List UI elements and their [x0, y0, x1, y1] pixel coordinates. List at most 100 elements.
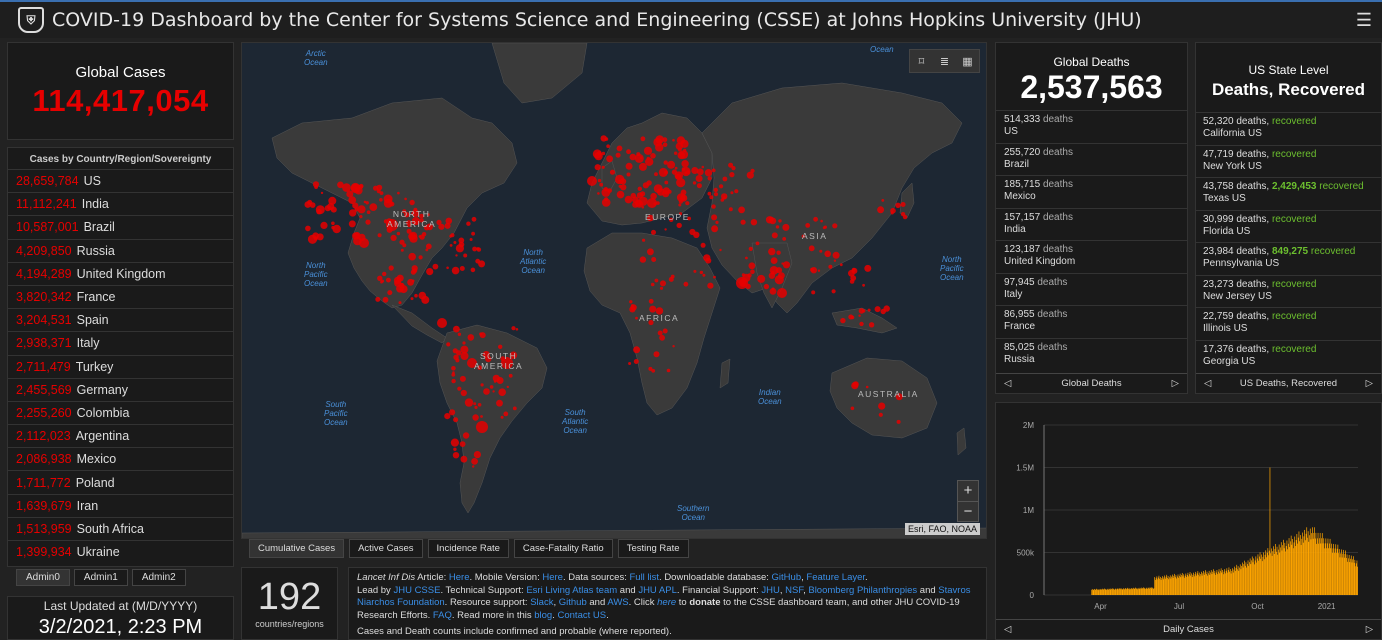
case-marker[interactable]	[689, 228, 696, 236]
case-marker[interactable]	[388, 265, 394, 271]
case-marker[interactable]	[425, 243, 432, 250]
case-marker[interactable]	[511, 326, 516, 331]
case-marker[interactable]	[881, 199, 885, 202]
case-marker[interactable]	[455, 254, 458, 257]
case-marker[interactable]	[386, 277, 391, 283]
list-item[interactable]: 10,587,001 Brazil	[8, 215, 233, 238]
case-marker[interactable]	[408, 252, 416, 261]
case-marker[interactable]	[635, 316, 638, 320]
case-marker[interactable]	[451, 366, 456, 371]
blog-link[interactable]: blog	[534, 609, 553, 621]
case-marker[interactable]	[626, 172, 631, 177]
case-marker[interactable]	[900, 212, 906, 217]
case-marker[interactable]	[707, 176, 712, 181]
case-marker[interactable]	[492, 374, 500, 382]
case-marker[interactable]	[460, 455, 468, 463]
case-marker[interactable]	[750, 269, 755, 275]
case-marker[interactable]	[699, 270, 704, 275]
case-marker[interactable]	[653, 351, 660, 358]
case-marker[interactable]	[451, 378, 456, 384]
case-marker[interactable]	[460, 345, 469, 354]
case-marker[interactable]	[357, 205, 366, 214]
case-marker[interactable]	[444, 413, 451, 420]
case-marker[interactable]	[469, 238, 473, 241]
github-link[interactable]: GitHub	[771, 572, 802, 583]
case-marker[interactable]	[455, 358, 460, 363]
case-marker[interactable]	[728, 162, 734, 168]
case-marker[interactable]	[769, 288, 777, 295]
case-marker[interactable]	[696, 168, 704, 176]
case-marker[interactable]	[410, 297, 414, 301]
case-marker[interactable]	[638, 162, 647, 171]
case-marker[interactable]	[421, 232, 427, 237]
case-marker[interactable]	[883, 305, 890, 312]
case-marker[interactable]	[438, 223, 445, 230]
case-marker[interactable]	[457, 332, 462, 336]
case-marker[interactable]	[453, 447, 457, 451]
case-marker[interactable]	[858, 314, 861, 317]
case-marker[interactable]	[379, 191, 384, 196]
stavros-link[interactable]: Stavros Niarchos Foundation	[357, 584, 971, 609]
case-marker[interactable]	[373, 185, 379, 191]
case-marker[interactable]	[655, 135, 664, 144]
case-marker[interactable]	[599, 182, 604, 187]
case-marker[interactable]	[377, 275, 383, 281]
case-marker[interactable]	[662, 142, 668, 147]
list-item[interactable]: 17,376 deaths, recovered Georgia US	[1196, 339, 1381, 373]
case-marker[interactable]	[615, 152, 621, 158]
case-marker[interactable]	[450, 438, 459, 447]
nsf-link[interactable]: NSF	[785, 584, 804, 596]
case-marker[interactable]	[686, 170, 690, 174]
case-marker[interactable]	[648, 298, 654, 304]
case-marker[interactable]	[630, 304, 637, 311]
case-marker[interactable]	[463, 253, 468, 258]
case-marker[interactable]	[451, 266, 460, 275]
case-marker[interactable]	[464, 398, 474, 407]
case-marker[interactable]	[606, 155, 613, 163]
list-item[interactable]: 3,204,531 Spain	[8, 308, 233, 331]
case-marker[interactable]	[648, 319, 654, 326]
tab-testing-rate[interactable]: Testing Rate	[617, 539, 689, 558]
case-marker[interactable]	[782, 237, 787, 241]
case-marker[interactable]	[782, 261, 791, 269]
case-marker[interactable]	[616, 190, 625, 199]
case-marker[interactable]	[414, 220, 418, 225]
next-page-icon[interactable]: ▷	[1171, 378, 1179, 389]
case-marker[interactable]	[312, 181, 320, 188]
case-marker[interactable]	[398, 301, 402, 305]
case-marker[interactable]	[601, 165, 605, 169]
case-marker[interactable]	[650, 282, 655, 287]
case-marker[interactable]	[691, 167, 699, 174]
case-marker[interactable]	[864, 264, 872, 272]
list-item[interactable]: 123,187 deaths United Kingdom	[996, 240, 1187, 273]
case-marker[interactable]	[400, 248, 404, 252]
case-marker[interactable]	[418, 255, 423, 260]
case-marker[interactable]	[501, 357, 513, 369]
case-marker[interactable]	[851, 382, 859, 390]
case-marker[interactable]	[676, 178, 686, 188]
case-marker[interactable]	[702, 273, 706, 277]
list-item[interactable]: 2,711,479 Turkey	[8, 354, 233, 378]
case-marker[interactable]	[677, 151, 686, 160]
case-marker[interactable]	[386, 219, 398, 231]
case-marker[interactable]	[477, 365, 483, 371]
case-marker[interactable]	[462, 341, 466, 345]
case-marker[interactable]	[675, 142, 684, 150]
case-marker[interactable]	[624, 195, 633, 204]
list-item[interactable]: 43,758 deaths, 2,429,453 recovered Texas …	[1196, 177, 1381, 210]
case-marker[interactable]	[672, 138, 675, 142]
case-marker[interactable]	[731, 166, 736, 171]
list-item[interactable]: 157,157 deaths India	[996, 207, 1187, 241]
case-marker[interactable]	[412, 268, 418, 274]
list-item[interactable]: 97,945 deaths Italy	[996, 272, 1187, 306]
case-marker[interactable]	[728, 207, 733, 212]
case-marker[interactable]	[387, 290, 393, 296]
case-marker[interactable]	[587, 176, 597, 186]
jhu-csse-link[interactable]: JHU CSSE	[393, 584, 441, 596]
case-marker[interactable]	[407, 224, 411, 228]
case-marker[interactable]	[352, 232, 360, 240]
case-marker[interactable]	[472, 465, 475, 468]
case-marker[interactable]	[828, 264, 833, 269]
case-marker[interactable]	[775, 225, 780, 229]
case-marker[interactable]	[462, 432, 470, 439]
